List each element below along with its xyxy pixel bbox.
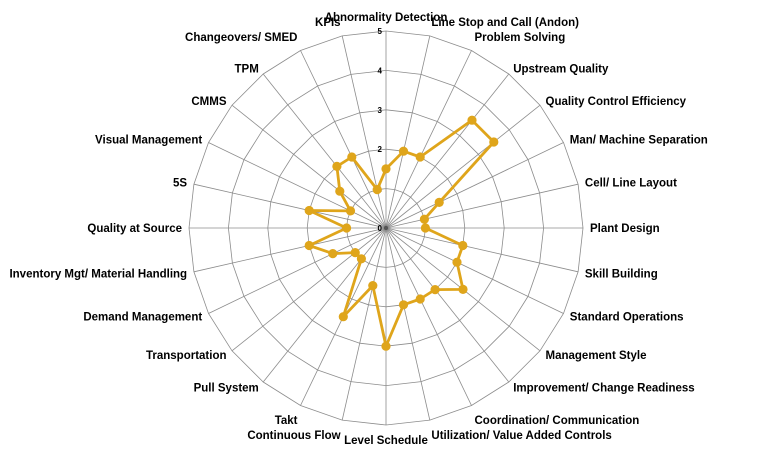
category-label: Quality Control Efficiency [546, 96, 687, 108]
data-point [368, 281, 378, 291]
data-point [328, 249, 338, 259]
spoke [385, 73, 510, 229]
category-label: Inventory Mgt/ Material Handling [9, 268, 187, 280]
tick-label: 0 [378, 224, 383, 233]
category-label: Continuous Flow [247, 430, 340, 442]
category-label: Coordination/ Communication [475, 415, 640, 427]
data-point [345, 206, 356, 216]
data-point [304, 240, 314, 251]
category-label: Pull System [194, 383, 259, 395]
category-label: Quality at Source [87, 223, 182, 235]
category-label: Line Stop and Call (Andon) [431, 17, 579, 29]
series-layer [304, 115, 499, 351]
data-point [381, 164, 391, 174]
data-point [467, 115, 477, 125]
category-label: TPM [235, 64, 259, 76]
category-label: Upstream Quality [513, 64, 609, 76]
tick-label: 5 [378, 27, 383, 36]
category-label: Demand Management [83, 312, 202, 324]
data-point [458, 284, 468, 294]
category-label: Problem Solving [475, 32, 566, 44]
data-point [398, 300, 409, 310]
category-label: Level Schedule [344, 435, 428, 447]
spoke [385, 104, 541, 229]
spoke [193, 183, 387, 229]
data-point [335, 186, 345, 196]
data-point [350, 248, 360, 258]
spoke [193, 227, 387, 273]
category-label: Standard Operations [570, 312, 684, 324]
spoke [262, 227, 387, 383]
category-label: Changeovers/ SMED [185, 32, 297, 44]
data-point [304, 205, 314, 216]
spoke [300, 50, 387, 229]
spoke [385, 227, 510, 383]
spoke [385, 227, 579, 273]
spoke [208, 227, 387, 314]
spoke [231, 104, 387, 229]
data-point [415, 294, 425, 304]
spoke [385, 35, 431, 229]
category-label: Utilization/ Value Added Controls [431, 430, 611, 442]
data-point [381, 341, 391, 351]
category-label: Abnormality Detection [325, 12, 448, 24]
spoke [262, 73, 387, 229]
data-point [338, 312, 348, 322]
data-point [430, 285, 440, 295]
category-label: KPIs [315, 17, 341, 29]
data-point [347, 152, 357, 162]
spoke [231, 227, 387, 352]
category-label: Plant Design [590, 223, 660, 235]
category-label: Improvement/ Change Readiness [513, 383, 695, 395]
category-label: Management Style [546, 350, 647, 362]
category-label: CMMS [191, 96, 226, 108]
spoke [341, 227, 387, 421]
data-point [458, 240, 468, 251]
tick-label: 3 [378, 106, 383, 115]
data-point [419, 214, 429, 224]
spoke [385, 227, 472, 406]
spoke [385, 227, 564, 314]
tick-label: 4 [378, 66, 383, 75]
data-point [332, 161, 342, 171]
data-point [452, 257, 462, 267]
spoke [208, 142, 387, 229]
category-label: Man/ Machine Separation [570, 135, 708, 147]
category-label: Visual Management [95, 135, 202, 147]
data-point [415, 152, 425, 162]
spoke [341, 35, 387, 229]
data-point [420, 223, 430, 233]
spoke [385, 50, 472, 229]
category-label: 5S [173, 178, 187, 190]
radar-spokes [189, 31, 583, 425]
tick-label: 2 [378, 145, 383, 154]
data-point [342, 223, 352, 233]
category-label: Takt [275, 415, 298, 427]
spoke [385, 227, 431, 421]
data-point [489, 137, 499, 147]
spoke [385, 142, 564, 229]
data-point [398, 146, 409, 156]
category-label: Transportation [146, 350, 227, 362]
center-point [383, 225, 389, 231]
data-point [356, 254, 366, 264]
data-point [434, 197, 444, 207]
data-point [372, 185, 382, 195]
spoke [385, 183, 579, 229]
category-label: Cell/ Line Layout [585, 178, 677, 190]
category-label: Skill Building [585, 268, 658, 280]
